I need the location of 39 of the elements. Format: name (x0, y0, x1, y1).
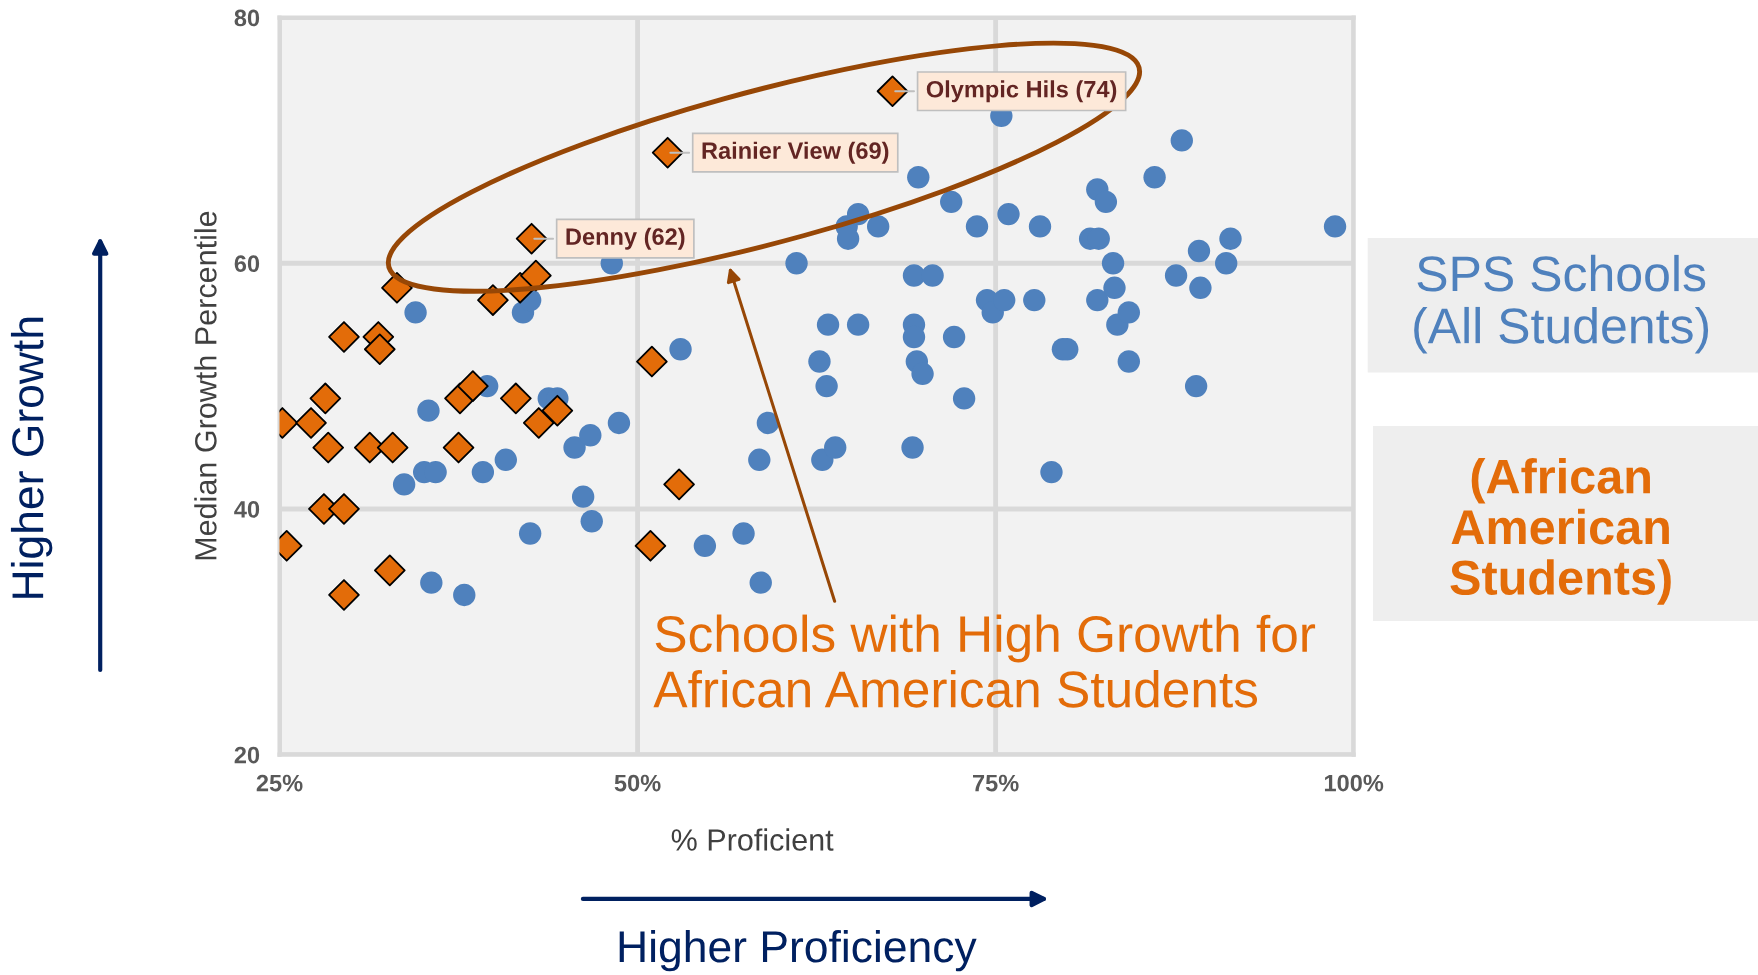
y-tick-label: 40 (234, 501, 260, 518)
text: Higher Growth (10, 317, 53, 598)
y-tick-label: 60 (234, 255, 260, 273)
point (363, 333, 396, 366)
series-label: SPS Schools (All Students) (1414, 254, 1709, 354)
point (663, 468, 695, 501)
point (634, 530, 667, 562)
point (328, 579, 360, 611)
x-tick-label: 100% (1324, 774, 1384, 792)
point (374, 554, 406, 587)
y-tick-label: 80 (234, 9, 260, 27)
x-tick-label: 50% (614, 774, 661, 792)
point (515, 222, 548, 255)
x-tick-label: 25% (256, 774, 303, 792)
point (457, 370, 489, 402)
annotation: Denny (62) (566, 227, 685, 250)
text: Higher Proficiency (619, 929, 977, 972)
point (312, 431, 345, 464)
y-axis-title: Median Growth Percentile (194, 211, 217, 560)
y-tick-label: 20 (234, 746, 260, 764)
point (309, 382, 342, 415)
point (541, 394, 574, 427)
x-tick-label: 75% (973, 774, 1019, 792)
point (442, 431, 475, 464)
point (295, 407, 327, 439)
annotation: Olympic Hils (74) (926, 80, 1117, 103)
point (651, 136, 684, 169)
point (876, 75, 909, 108)
point (636, 345, 668, 378)
point (522, 407, 555, 439)
point (376, 431, 409, 464)
annotation: Rainier View (69) (702, 141, 889, 164)
point (328, 493, 360, 525)
point (520, 259, 552, 292)
point (328, 321, 360, 353)
text: (African American Students) (1450, 458, 1671, 605)
x-axis-title: % Proficient (671, 828, 834, 851)
annotation: Schools with High Growth for African American Students (653, 614, 1316, 708)
point (500, 382, 532, 415)
